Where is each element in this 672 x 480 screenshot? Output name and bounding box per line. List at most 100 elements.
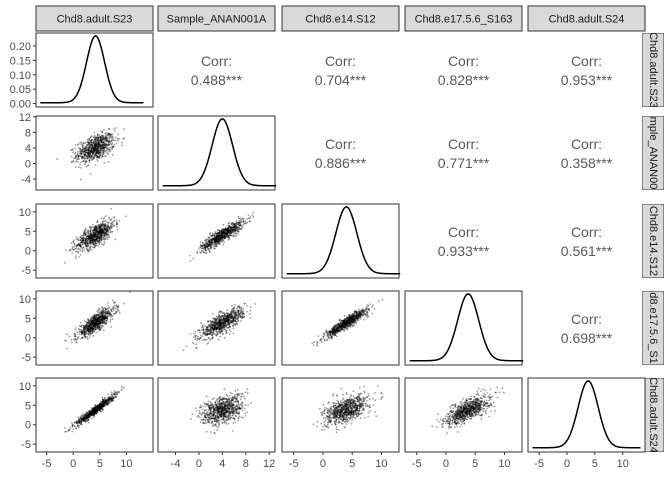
scatter-point — [232, 308, 234, 310]
scatter-point — [117, 306, 119, 309]
scatter-point — [92, 320, 94, 322]
scatter-point — [345, 315, 348, 318]
scatter-point — [336, 330, 338, 333]
scatter-point — [96, 323, 99, 326]
scatter-point — [107, 233, 110, 236]
scatter-point — [106, 317, 108, 320]
scatter-point — [89, 323, 92, 325]
scatter-point — [84, 420, 87, 423]
scatter-point — [101, 137, 104, 139]
scatter-point — [251, 214, 254, 217]
scatter-point — [371, 305, 373, 308]
scatter-point — [238, 307, 241, 309]
scatter-point — [87, 238, 90, 241]
scatter-point — [331, 331, 334, 334]
scatter-point — [325, 332, 328, 335]
scatter-point — [110, 398, 112, 400]
scatter-point — [93, 323, 96, 326]
scatter-point — [232, 315, 235, 318]
scatter-point — [99, 235, 102, 238]
scatter-point — [238, 221, 241, 224]
scatter-point — [90, 149, 93, 151]
scatter-point — [99, 404, 101, 407]
scatter-point — [74, 250, 77, 253]
scatter-point — [78, 243, 81, 246]
scatter-point — [214, 238, 217, 241]
scatter-point — [91, 147, 93, 150]
scatter-point — [99, 145, 102, 148]
scatter-point — [105, 143, 108, 146]
scatter-point — [233, 226, 236, 228]
scatter-point — [330, 334, 332, 336]
scatter-point — [94, 225, 97, 228]
scatter-point — [86, 152, 89, 155]
scatter-point — [93, 414, 96, 417]
scatter-point — [206, 240, 209, 243]
scatter-point — [323, 338, 326, 341]
scatter-point — [95, 407, 98, 410]
scatter-point — [86, 138, 89, 141]
scatter-point — [202, 328, 205, 331]
scatter-point — [89, 237, 92, 240]
scatter-point — [224, 235, 227, 238]
scatter-point — [329, 334, 332, 337]
scatter-point — [231, 316, 234, 318]
scatter-point — [348, 319, 351, 322]
scatter-point — [90, 321, 93, 324]
scatter-point — [100, 314, 103, 317]
scatter-point — [361, 309, 364, 312]
scatter-point — [89, 237, 91, 239]
scatter-point — [106, 147, 109, 150]
scatter-point — [217, 235, 220, 238]
scatter-point — [228, 326, 231, 329]
scatter-point — [204, 245, 207, 248]
scatter-point — [95, 228, 97, 231]
scatter-point — [232, 226, 235, 229]
scatter-point — [108, 140, 110, 143]
scatter-point — [354, 311, 356, 313]
scatter-point — [210, 235, 213, 237]
scatter-point — [228, 319, 230, 322]
scatter-point — [218, 327, 221, 330]
scatter-point — [206, 326, 208, 329]
scatter-point — [229, 313, 232, 316]
scatter-point — [95, 143, 98, 146]
scatter-point — [229, 226, 232, 229]
scatter-point — [85, 329, 88, 332]
scatter-point — [96, 319, 99, 322]
scatter-point — [227, 230, 230, 233]
scatter-point — [104, 149, 107, 152]
scatter-point — [223, 235, 226, 237]
scatter-point — [199, 245, 202, 248]
scatter-point — [101, 317, 104, 320]
scatter-point — [217, 235, 220, 238]
scatter-point — [231, 234, 234, 237]
scatter-point — [92, 158, 94, 161]
scatter-point — [221, 229, 224, 232]
scatter-point — [231, 223, 234, 226]
scatter-point — [105, 322, 107, 324]
scatter-point — [107, 153, 110, 156]
scatter-point — [101, 138, 104, 141]
scatter-point — [93, 325, 95, 327]
scatter-point — [95, 232, 98, 235]
scatter-point — [335, 329, 337, 331]
scatter-point — [98, 233, 101, 236]
scatter-point — [93, 323, 95, 326]
scatter-point — [104, 404, 107, 407]
scatter-point — [220, 232, 223, 235]
scatter-point — [221, 236, 224, 239]
scatter-point — [80, 152, 82, 155]
scatter-point — [104, 321, 106, 324]
panel-border — [35, 377, 154, 453]
scatter-point — [350, 319, 353, 322]
scatter-point — [85, 416, 88, 419]
scatter-point — [97, 406, 100, 409]
scatter-point — [221, 239, 224, 242]
scatter-point — [221, 321, 224, 324]
scatter-point — [80, 423, 82, 425]
scatter-point — [208, 333, 211, 335]
scatter-point — [100, 227, 102, 230]
scatter-point — [216, 327, 219, 329]
scatter-point — [80, 419, 82, 422]
